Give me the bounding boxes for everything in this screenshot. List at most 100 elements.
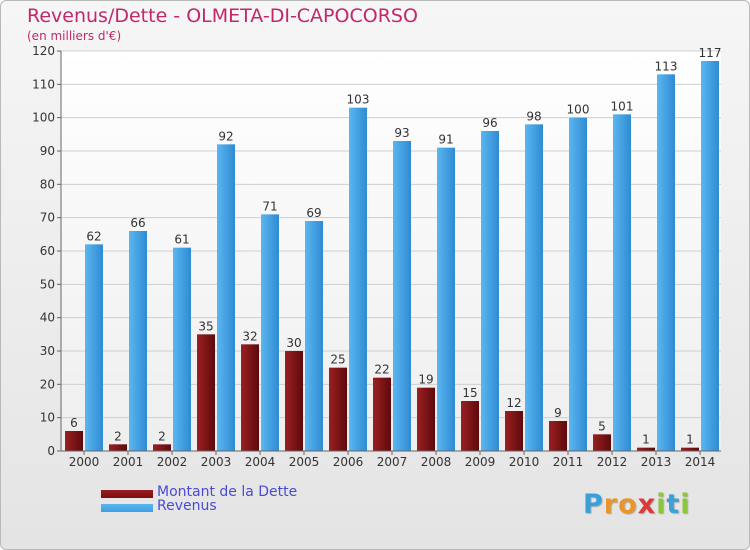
bar-revenus bbox=[217, 144, 235, 452]
y-tick-label: 20 bbox=[40, 377, 55, 391]
data-label-dette: 5 bbox=[598, 419, 606, 433]
x-tick-label: 2001 bbox=[113, 455, 144, 469]
data-label-revenus: 69 bbox=[306, 206, 321, 220]
bar-dette bbox=[549, 421, 567, 451]
bar-dette bbox=[197, 334, 215, 451]
x-tick-label: 2005 bbox=[289, 455, 320, 469]
bar-revenus bbox=[129, 231, 147, 451]
bar-dette bbox=[241, 344, 259, 451]
data-label-dette: 2 bbox=[114, 429, 122, 443]
gridlines bbox=[61, 50, 721, 452]
y-tick-label: 70 bbox=[40, 211, 55, 225]
y-tick-label: 90 bbox=[40, 144, 55, 158]
data-label-revenus: 71 bbox=[262, 199, 277, 213]
x-tick-label: 2003 bbox=[201, 455, 232, 469]
data-label-revenus: 101 bbox=[611, 99, 634, 113]
logo-letter: x bbox=[637, 489, 657, 520]
x-tick-label: 2006 bbox=[333, 455, 364, 469]
data-label-revenus: 66 bbox=[130, 216, 145, 230]
data-label-dette: 19 bbox=[418, 373, 433, 387]
x-tick-label: 2012 bbox=[597, 455, 628, 469]
data-label-revenus: 91 bbox=[438, 133, 453, 147]
bar-revenus bbox=[657, 74, 675, 451]
bar-revenus bbox=[305, 221, 323, 451]
data-label-dette: 1 bbox=[642, 433, 650, 447]
x-tick-label: 2007 bbox=[377, 455, 408, 469]
legend-swatch-revenus bbox=[101, 504, 153, 512]
data-label-dette: 32 bbox=[242, 329, 257, 343]
y-tick-label: 40 bbox=[40, 311, 55, 325]
bars: 6622662613592327130692510322931991159612… bbox=[65, 46, 722, 452]
data-label-revenus: 103 bbox=[347, 93, 370, 107]
data-label-revenus: 92 bbox=[218, 129, 233, 143]
data-label-revenus: 113 bbox=[655, 59, 678, 73]
bar-revenus bbox=[393, 141, 411, 451]
y-tick-label: 100 bbox=[32, 111, 55, 125]
y-tick-label: 80 bbox=[40, 177, 55, 191]
data-label-dette: 9 bbox=[554, 406, 562, 420]
data-label-revenus: 100 bbox=[567, 103, 590, 117]
x-tick-label: 2000 bbox=[69, 455, 100, 469]
data-label-revenus: 98 bbox=[526, 109, 541, 123]
bar-dette bbox=[637, 447, 655, 451]
data-label-revenus: 117 bbox=[699, 46, 722, 60]
legend-swatch-dette bbox=[101, 490, 153, 498]
data-label-revenus: 96 bbox=[482, 116, 497, 130]
bar-revenus bbox=[613, 114, 631, 451]
y-tick-label: 30 bbox=[40, 344, 55, 358]
x-tick-label: 2014 bbox=[685, 455, 716, 469]
y-tick-label: 120 bbox=[32, 44, 55, 58]
bar-dette bbox=[285, 351, 303, 451]
x-tick-label: 2009 bbox=[465, 455, 496, 469]
bar-dette bbox=[593, 434, 611, 451]
bar-revenus bbox=[173, 247, 191, 451]
logo-letter: r bbox=[603, 489, 619, 520]
bar-revenus bbox=[437, 147, 455, 451]
data-label-dette: 6 bbox=[70, 416, 78, 430]
y-axis: 0 10 20 30 40 50 60 70 80 90 100 110 120 bbox=[32, 44, 62, 458]
data-label-dette: 1 bbox=[686, 433, 694, 447]
x-tick-label: 2011 bbox=[553, 455, 584, 469]
data-label-dette: 25 bbox=[330, 353, 345, 367]
data-label-revenus: 93 bbox=[394, 126, 409, 140]
logo-letter: i bbox=[680, 489, 691, 520]
x-tick-label: 2004 bbox=[245, 455, 276, 469]
logo-letter: P bbox=[583, 489, 604, 520]
legend-label-dette: Montant de la Dette bbox=[157, 484, 298, 500]
y-tick-label: 60 bbox=[40, 244, 55, 258]
bar-revenus bbox=[701, 61, 719, 451]
data-label-dette: 30 bbox=[286, 336, 301, 350]
y-tick-label: 0 bbox=[47, 444, 55, 458]
bar-dette bbox=[505, 411, 523, 451]
x-axis: 2000 2001 2002 2003 2004 2005 2006 2007 2008 2009… bbox=[61, 450, 721, 469]
data-label-revenus: 62 bbox=[86, 229, 101, 243]
bar-dette bbox=[417, 387, 435, 451]
chart-subtitle: (en milliers d'€) bbox=[27, 29, 122, 43]
bar-dette bbox=[373, 377, 391, 451]
bar-revenus bbox=[569, 117, 587, 452]
data-label-dette: 22 bbox=[374, 363, 389, 377]
logo-letter: t bbox=[666, 489, 681, 520]
y-tick-label: 10 bbox=[40, 411, 55, 425]
bar-dette bbox=[153, 444, 171, 451]
legend-label-revenus: Revenus bbox=[157, 498, 217, 514]
y-tick-label: 50 bbox=[40, 277, 55, 291]
bar-dette bbox=[109, 444, 127, 451]
bar-revenus bbox=[525, 124, 543, 451]
data-label-dette: 15 bbox=[462, 386, 477, 400]
x-tick-label: 2002 bbox=[157, 455, 188, 469]
x-tick-label: 2013 bbox=[641, 455, 672, 469]
proxiti-logo: Proxiti bbox=[583, 489, 691, 520]
bar-dette bbox=[65, 431, 83, 451]
logo-letter: i bbox=[656, 489, 667, 520]
bar-dette bbox=[681, 447, 699, 451]
x-tick-label: 2010 bbox=[509, 455, 540, 469]
bar-dette bbox=[329, 367, 347, 451]
data-label-dette: 35 bbox=[198, 319, 213, 333]
data-label-dette: 12 bbox=[506, 396, 521, 410]
data-label-revenus: 61 bbox=[174, 233, 189, 247]
y-tick-label: 110 bbox=[32, 77, 55, 91]
x-tick-label: 2008 bbox=[421, 455, 452, 469]
